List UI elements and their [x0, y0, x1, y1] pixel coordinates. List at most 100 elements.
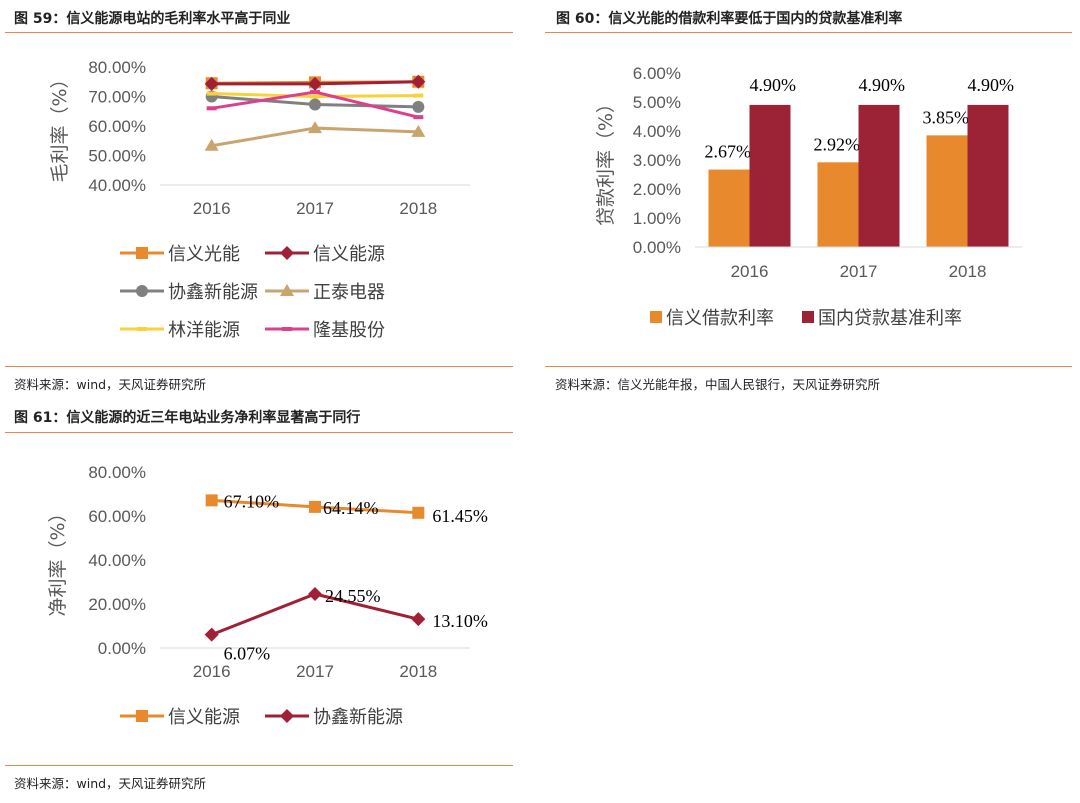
data-label: 2.67% [705, 142, 752, 162]
data-point [413, 115, 424, 120]
legend-marker [136, 710, 148, 722]
x-tick-label: 2016 [193, 199, 231, 218]
data-point [204, 138, 219, 151]
fig61-chart: 0.00% 20.00% 40.00% 60.00% 80.00% 2016 2017 201… [47, 463, 488, 728]
data-point [411, 124, 426, 137]
y-tick-label: 0.00% [98, 639, 146, 658]
y-axis-title: 毛利率（%） [49, 69, 71, 182]
data-label: 64.14% [323, 498, 379, 518]
bar [817, 162, 859, 247]
bar [749, 104, 791, 248]
y-tick-label: 60.00% [88, 117, 146, 136]
y-tick-label: 3.00% [633, 151, 681, 170]
y-axis-title: 净利率（%） [47, 503, 69, 616]
x-tick-label: 2016 [193, 662, 231, 681]
x-tick-label: 2018 [949, 262, 987, 281]
y-tick-label: 4.00% [633, 122, 681, 141]
fig61-source: 资料来源：wind，天风证券研究所 [14, 776, 207, 791]
fig61-title-rule [5, 432, 513, 433]
y-tick-label: 1.00% [633, 209, 681, 228]
legend-label: 隆基股份 [313, 320, 385, 341]
data-label: 2.92% [814, 134, 861, 154]
fig59-title: 图 59：信义能源电站的毛利率水平高于同业 [14, 11, 291, 27]
fig60-source: 资料来源：信义光能年报，中国人民银行，天风证券研究所 [555, 377, 881, 392]
legend-marker [280, 284, 294, 296]
legend-label: 信义光能 [168, 244, 240, 265]
fig60-title: 图 60：信义光能的借款利率要低于国内的贷款基准利率 [556, 11, 903, 27]
data-point [310, 90, 320, 95]
data-point [206, 91, 217, 96]
y-tick-label: 80.00% [88, 58, 146, 77]
data-point [308, 586, 322, 601]
y-tick-label: 20.00% [88, 595, 146, 614]
legend-marker [136, 247, 148, 259]
y-tick-label: 40.00% [88, 176, 146, 195]
data-label: 6.07% [224, 644, 271, 664]
legend-label: 信义能源 [313, 244, 385, 265]
fig59-chart: 40.00% 50.00% 60.00% 70.00% 80.00% 2016 2017 20… [49, 58, 470, 341]
x-tick-label: 2017 [296, 199, 334, 218]
y-tick-label: 60.00% [88, 507, 146, 526]
bar [708, 169, 750, 247]
legend-marker [282, 327, 292, 331]
legend-label: 信义能源 [168, 707, 240, 728]
data-label: 3.85% [923, 107, 970, 127]
data-label: 13.10% [432, 611, 488, 631]
legend-label: 信义借款利率 [666, 308, 774, 329]
fig59-source-rule [5, 366, 513, 367]
data-label: 67.10% [224, 491, 280, 511]
fig60-title-rule [545, 32, 1072, 33]
data-label: 4.90% [750, 75, 797, 95]
data-point [205, 494, 218, 507]
fig60-chart: 0.00% 1.00% 2.00% 3.00% 4.00% 5.00% 6.00% 2.67%… [595, 64, 1022, 329]
fig61-title: 图 61：信义能源的近三年电站业务净利率显著高于同行 [14, 410, 361, 426]
y-tick-label: 40.00% [88, 551, 146, 570]
data-label: 4.90% [968, 75, 1015, 95]
data-point [309, 98, 321, 111]
bar [967, 104, 1009, 248]
data-point [204, 76, 219, 91]
legend-label: 国内贷款基准利率 [818, 308, 962, 329]
legend-marker [136, 285, 148, 297]
y-tick-label: 80.00% [88, 463, 146, 482]
data-point [309, 500, 321, 513]
bar [858, 104, 900, 248]
legend-marker [280, 246, 294, 260]
data-point [310, 94, 320, 99]
data-point [308, 121, 322, 134]
y-tick-label: 2.00% [633, 180, 681, 199]
x-tick-label: 2018 [399, 662, 437, 681]
y-tick-label: 5.00% [633, 93, 681, 112]
y-tick-label: 0.00% [633, 238, 681, 257]
x-tick-label: 2016 [731, 262, 769, 281]
bar [926, 135, 968, 247]
data-point [308, 76, 322, 91]
data-label: 24.55% [325, 586, 381, 606]
legend-label: 协鑫新能源 [313, 707, 403, 728]
legend-label: 协鑫新能源 [168, 282, 258, 303]
data-point [412, 100, 425, 113]
fig61-source-rule [5, 765, 513, 766]
legend-swatch [650, 311, 662, 323]
data-label: 4.90% [859, 75, 906, 95]
x-tick-label: 2017 [840, 262, 878, 281]
legend-label: 正泰电器 [313, 282, 385, 303]
y-tick-label: 50.00% [88, 147, 146, 166]
data-point [204, 627, 219, 642]
fig60-source-rule [545, 366, 1072, 367]
fig59-source: 资料来源：wind，天风证券研究所 [14, 377, 207, 392]
y-tick-label: 6.00% [633, 64, 681, 83]
x-tick-label: 2017 [296, 662, 334, 681]
x-tick-label: 2018 [399, 199, 437, 218]
data-point [206, 106, 217, 111]
legend-label: 林洋能源 [168, 320, 240, 341]
data-point [411, 612, 426, 627]
data-point [411, 74, 426, 89]
legend-swatch [802, 311, 814, 323]
y-axis-title: 贷款利率（%） [595, 94, 617, 226]
legend-marker [280, 709, 294, 723]
data-label: 61.45% [432, 506, 488, 526]
data-point [412, 506, 425, 519]
data-point [413, 93, 424, 98]
y-tick-label: 70.00% [88, 88, 146, 107]
